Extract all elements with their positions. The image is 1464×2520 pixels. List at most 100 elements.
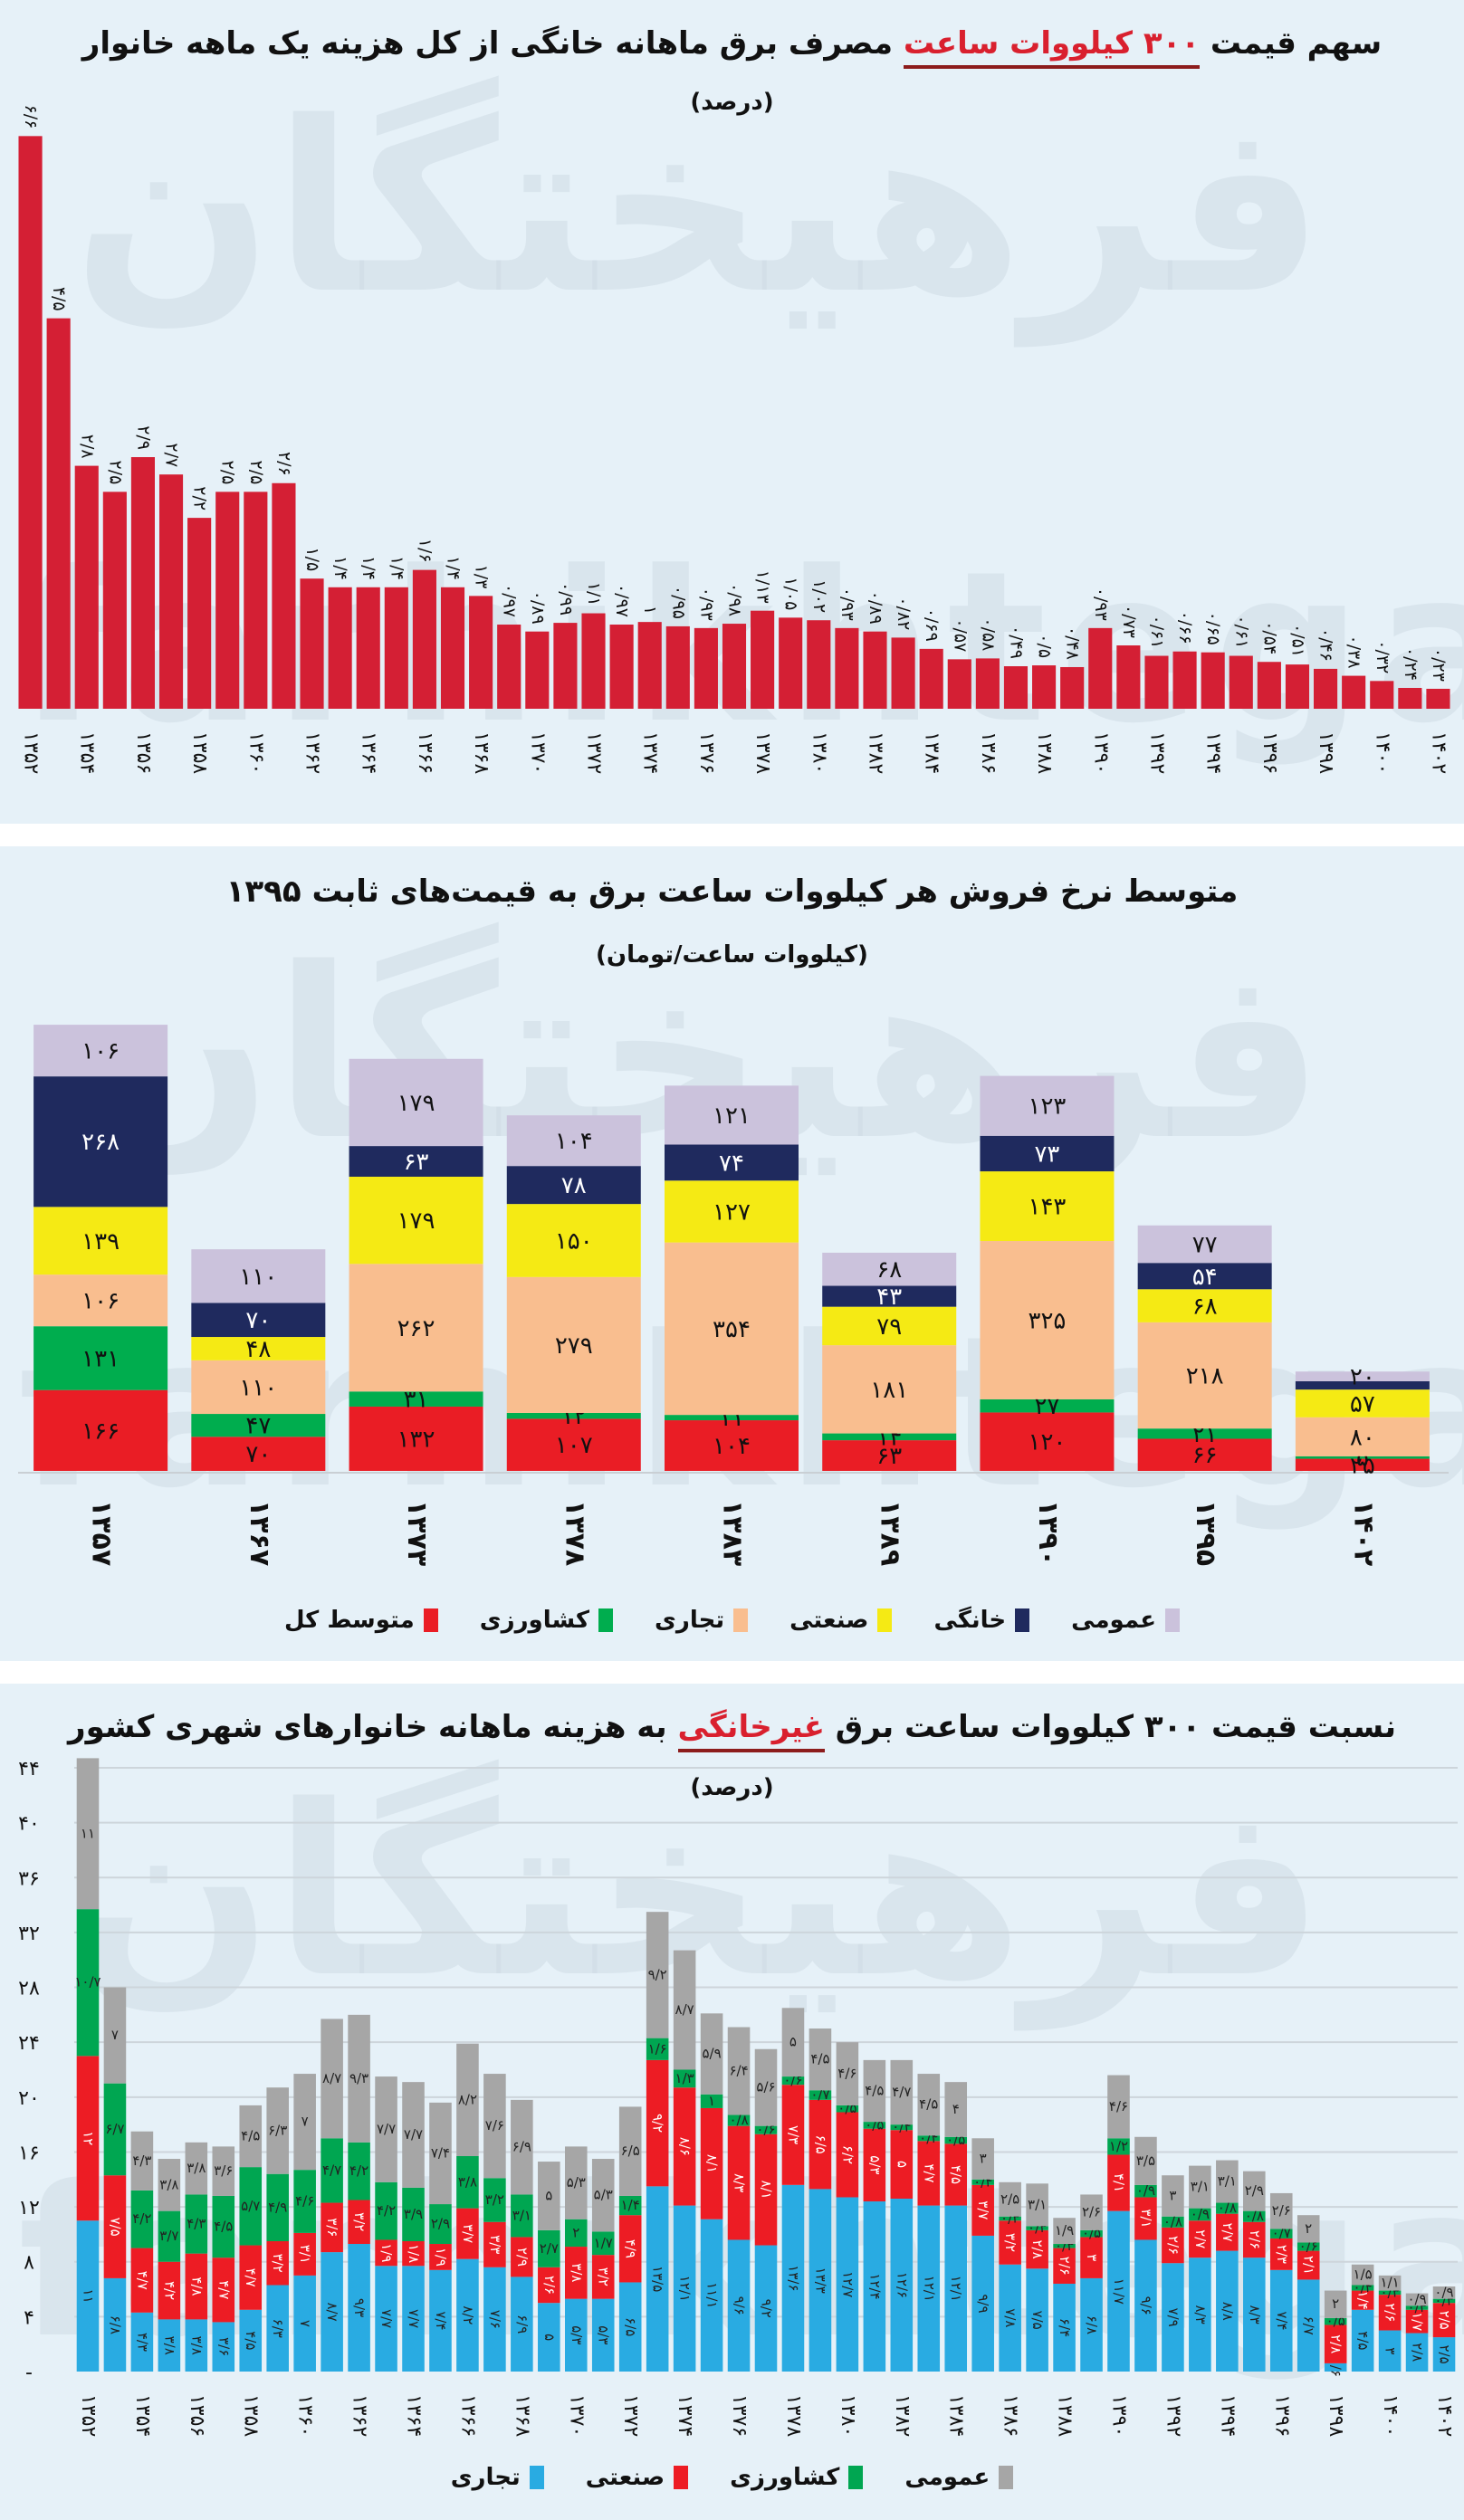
x-tick-label: ۱۳۵۲ <box>20 731 43 774</box>
segment-value-label: ۱۳/۵ <box>650 2266 666 2292</box>
segment-value-label: ۱/۶ <box>648 2040 667 2057</box>
segment-3-9 <box>321 2019 343 2139</box>
segment-value-label: ۳/۷ <box>460 2224 476 2243</box>
segment-1-18 <box>564 2247 588 2299</box>
segment-1-30 <box>890 2130 914 2199</box>
segment-4-0 <box>33 1076 168 1208</box>
segment-0-40 <box>1162 2263 1184 2372</box>
bar-value-label: ۰/۳۲ <box>1373 640 1392 673</box>
segment-2-36 <box>1053 2244 1076 2248</box>
segment-1-49 <box>1405 2309 1429 2334</box>
chart-3-title-part-1: نسبت قیمت ۳۰۰ کیلووات ساعت برق <box>824 1709 1396 1745</box>
segment-value-label: ۴/۵ <box>948 2165 964 2184</box>
segment-1-26 <box>781 2085 805 2185</box>
segment-2-40 <box>1162 2216 1184 2228</box>
segment-value-label: ۲/۷ <box>1220 2223 1236 2242</box>
segment-value-label: ۳/۷ <box>975 2200 991 2219</box>
x-tick-label: ۱۴۰۲ <box>1433 2394 1456 2437</box>
segment-value-label: ۵/۳ <box>594 2187 613 2203</box>
segment-5-3 <box>506 1115 641 1167</box>
segment-0-45 <box>1297 2279 1320 2372</box>
segment-2-26 <box>781 2076 805 2086</box>
segment-value-label: ۹/۹ <box>975 2294 991 2313</box>
segment-3-19 <box>591 2159 615 2232</box>
segment-value-label: ۴۳ <box>876 1284 902 1311</box>
x-tick-label: ۱۴۰۲ <box>1427 731 1450 774</box>
segment-1-1 <box>191 1414 326 1437</box>
segment-value-label: ۲/۳ <box>1274 2245 1290 2264</box>
bar-46 <box>1313 668 1338 709</box>
legend-swatch <box>999 2466 1014 2489</box>
segment-3-47 <box>1351 2264 1374 2286</box>
segment-value-label: ۴/۳ <box>134 2333 150 2352</box>
bar-28 <box>807 620 831 709</box>
segment-3-44 <box>1269 2192 1293 2229</box>
segment-3-28 <box>836 2042 859 2105</box>
segment-0-34 <box>999 2264 1021 2372</box>
segment-0-11 <box>375 2266 397 2372</box>
segment-value-label: ۱/۱ <box>1381 2275 1400 2291</box>
segment-5-7 <box>1137 1225 1272 1264</box>
segment-4-4 <box>665 1144 799 1181</box>
bar-value-label: ۰/۶۱ <box>1147 615 1167 648</box>
segment-0-36 <box>1053 2283 1076 2372</box>
segment-value-label: ۴/۵ <box>810 2051 829 2067</box>
x-tick-label: ۱۳۶۲ <box>301 731 324 774</box>
segment-value-label: ۷/۴ <box>433 2311 449 2330</box>
segment-value-label: ۷۸ <box>561 1172 587 1199</box>
bar-value-label: ۲/۵ <box>105 461 125 485</box>
segment-value-label: ۲/۶ <box>1247 2230 1263 2249</box>
segment-1-3 <box>506 1412 641 1419</box>
segment-value-label: ۱۲/۱ <box>948 2276 964 2302</box>
chart-1-title-highlight: ۳۰۰ کیلووات ساعت <box>903 25 1201 69</box>
segment-value-label: ۷/۷ <box>378 2309 395 2328</box>
segment-value-label: ۳۵۴ <box>713 1316 751 1343</box>
segment-value-label: ۶/۴ <box>1057 2318 1073 2337</box>
chart-3-title: نسبت قیمت ۳۰۰ کیلووات ساعت برق غیرخانگی … <box>0 1709 1464 1752</box>
segment-value-label: ۲/۷ <box>1192 2229 1209 2248</box>
bar-14 <box>412 569 436 709</box>
segment-3-6 <box>980 1171 1115 1242</box>
bar-11 <box>328 587 352 709</box>
segment-value-label: ۱۰۶ <box>81 1288 120 1315</box>
segment-value-label: ۴/۵ <box>241 2128 260 2144</box>
x-tick-label: ۱۳۵۷ <box>86 1500 118 1566</box>
segment-3-4 <box>665 1180 799 1243</box>
segment-3-36 <box>1053 2218 1076 2245</box>
bar-value-label: ۱/۰۲ <box>809 579 829 613</box>
bar-value-label: ۲/۵ <box>218 461 238 485</box>
chart-2-legend: عمومی خانگی صنعتی تجاری کشاورزی متوسط کل <box>0 1607 1464 1634</box>
legend-swatch <box>598 1608 614 1632</box>
bar-2 <box>74 465 99 709</box>
bar-value-label: ۲/۷ <box>162 443 182 467</box>
segment-0-19 <box>591 2298 615 2372</box>
segment-value-label: ۱۳۲ <box>397 1426 435 1453</box>
segment-value-label: ۱/۴ <box>1355 2291 1372 2310</box>
bar-value-label: ۰/۵ <box>1035 634 1055 658</box>
segment-3-4 <box>185 2142 208 2195</box>
segment-value-label: ۱/۷ <box>594 2235 613 2251</box>
segment-value-label: ۴/۵ <box>214 2219 233 2235</box>
segment-value-label: ۱۱ <box>81 1825 95 1841</box>
segment-2-5 <box>822 1345 957 1434</box>
y-tick-label: ۱۲ <box>18 2197 40 2219</box>
segment-3-22 <box>673 1950 696 2070</box>
segment-1-28 <box>836 2112 859 2198</box>
segment-1-10 <box>348 2200 370 2245</box>
segment-1-33 <box>971 2184 994 2236</box>
x-tick-label: ۱۳۸۶ <box>1000 2394 1022 2437</box>
segment-value-label: ۳۲۵ <box>1028 1307 1066 1334</box>
segment-value-label: ۲۱۸ <box>1186 1363 1224 1390</box>
x-tick-label: ۱۳۹۲ <box>1162 2394 1184 2437</box>
segment-3-49 <box>1405 2293 1429 2306</box>
segment-4-7 <box>1137 1263 1272 1290</box>
segment-1-16 <box>511 2237 533 2277</box>
segment-3-29 <box>863 2059 886 2123</box>
segment-value-label: ۱۲/۶ <box>894 2272 910 2298</box>
segment-value-label: ۶۸ <box>1192 1293 1218 1321</box>
x-tick-label: ۱۳۸۰ <box>837 2394 859 2437</box>
segment-3-24 <box>727 2027 751 2115</box>
x-tick-label: ۱۳۹۰ <box>1032 1500 1064 1566</box>
bar-35 <box>1003 666 1029 709</box>
segment-value-label: ۷۹ <box>876 1313 902 1341</box>
